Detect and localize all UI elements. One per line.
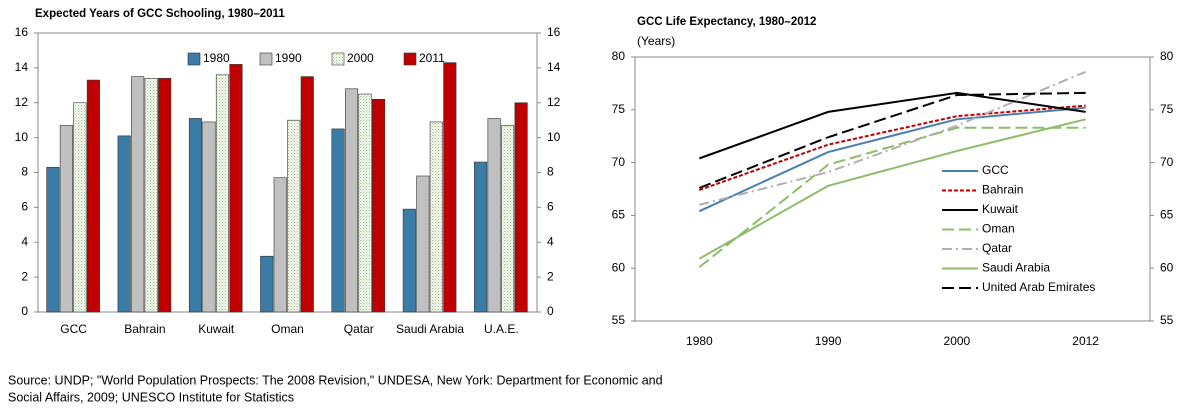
legend-label: Oman [982,222,1015,236]
bar [371,98,386,313]
bar [144,78,158,313]
bar [117,135,131,313]
legend-swatch [259,52,273,66]
line-series [698,118,1086,260]
line-series [699,91,1086,160]
bar [300,76,314,313]
x-tick-label: 2012 [1072,334,1099,348]
y-tick-label: 16 [15,25,29,39]
y2-tick-label: 4 [547,234,554,248]
x-tick-label: 1980 [686,334,713,348]
y-tick-label: 4 [21,234,28,248]
y-tick-label: 14 [15,60,29,74]
legend-label: 1980 [203,51,230,65]
chart-subtitle: (Years) [637,34,675,48]
y-tick-label: 70 [612,155,626,169]
chart-title: GCC Life Expectancy, 1980–2012 [637,16,816,28]
legend-label: 2011 [419,51,445,65]
bar [131,76,145,313]
y2-tick-label: 65 [1160,208,1174,222]
y2-tick-label: 70 [1160,155,1174,169]
bar [443,62,457,313]
bar [229,64,243,313]
legend-label: Bahrain [982,183,1023,197]
x-tick-label: 2000 [944,334,971,348]
y2-tick-label: 60 [1160,260,1174,274]
line-series [699,91,1086,189]
bar [474,161,488,313]
legend-label: Kuwait [982,202,1019,216]
source: Social Affairs, 2009; UNESCO Institute f… [8,390,294,404]
source: Source: UNDP; "World Population Prospect… [8,373,663,387]
x-tick-label: 1990 [815,334,842,348]
legend-label: 1990 [275,51,302,65]
legend-swatch [187,52,201,66]
bar [416,175,430,313]
line-series [699,104,1086,191]
y2-tick-label: 6 [547,200,554,214]
x-tick-label: U.A.E. [484,322,519,336]
bar [59,125,73,313]
bar [46,166,60,313]
bar [215,74,230,313]
x-tick-label: Kuwait [198,322,235,336]
bar [402,208,416,313]
y2-tick-label: 55 [1160,313,1174,327]
bar [86,79,100,313]
x-tick-label: Bahrain [124,322,165,336]
y-tick-label: 80 [612,49,626,63]
bar [358,93,372,313]
bar [73,102,87,313]
legend-label: Qatar [982,241,1012,255]
legend-label: GCC [982,163,1009,177]
x-tick-label: Saudi Arabia [396,322,464,336]
y2-tick-label: 0 [547,304,554,318]
bar [487,118,501,313]
y-tick-label: 2 [21,269,28,283]
legend-label: Saudi Arabia [982,261,1050,275]
line-series [699,70,1087,206]
y-tick-label: 65 [612,208,626,222]
legend-swatch [403,52,417,66]
y2-tick-label: 16 [547,25,561,39]
y-tick-label: 55 [612,313,626,327]
y-tick-label: 8 [21,165,28,179]
y2-tick-label: 14 [547,60,561,74]
y2-tick-label: 12 [547,95,561,109]
bar [514,102,528,313]
line-series [698,106,1086,213]
bar [287,119,301,313]
y-tick-label: 10 [15,130,29,144]
plot-frame [634,56,1151,322]
bar [331,128,345,313]
x-tick-label: Oman [271,322,304,336]
bar [202,121,216,313]
bar [188,118,203,313]
legend-label: United Arab Emirates [982,280,1095,294]
x-tick-label: GCC [60,322,87,336]
line-series [698,126,1086,268]
y-tick-label: 6 [21,200,28,214]
chart-title: Expected Years of GCC Schooling, 1980–20… [35,8,285,20]
legend-label: 2000 [347,51,374,65]
y-tick-label: 12 [15,95,29,109]
bar [273,177,287,313]
y2-tick-label: 8 [547,165,554,179]
bar [429,121,443,313]
y2-tick-label: 75 [1160,102,1174,116]
x-tick-label: Qatar [344,322,374,336]
y-tick-label: 75 [612,102,626,116]
y-tick-label: 60 [612,260,626,274]
bar [344,88,359,313]
y-tick-label: 0 [21,304,28,318]
y2-tick-label: 80 [1160,49,1174,63]
bar [260,255,274,313]
y2-tick-label: 2 [547,269,554,283]
legend-swatch [331,52,345,66]
bar [158,78,172,313]
y2-tick-label: 10 [547,130,561,144]
bar [501,125,515,313]
